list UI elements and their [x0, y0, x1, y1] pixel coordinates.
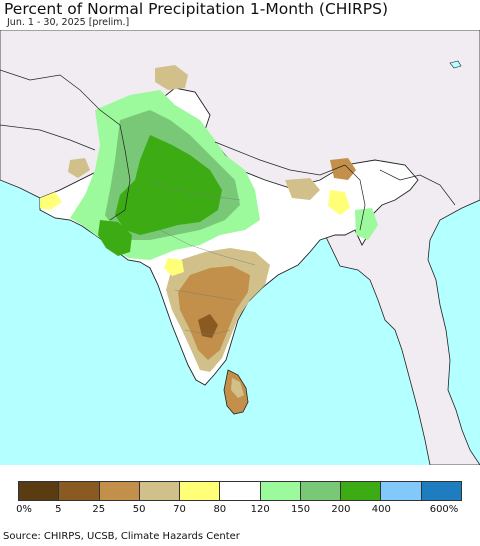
legend-ticks: 0% 5 25 50 70 80 120 150 200 400 600% [0, 504, 480, 518]
legend-tick-label: 400 [371, 504, 391, 515]
wet-area-gujarat [98, 220, 132, 256]
dry-area-deccan-severe [198, 314, 218, 338]
legend-tick-label: 120 [250, 504, 270, 515]
legend-bin [381, 482, 422, 500]
dry-area-kashmir [155, 65, 188, 90]
map-title: Percent of Normal Precipitation 1-Month … [4, 0, 388, 18]
legend-tick-label: 0% [16, 504, 32, 515]
sri-lanka-dry-patch [231, 378, 244, 398]
below-normal-patch-3 [40, 192, 62, 210]
legend-tick-label: 25 [92, 504, 106, 515]
dry-area-afghanistan [68, 158, 90, 178]
legend-bin [421, 482, 461, 500]
legend-tick-label: 150 [290, 504, 311, 515]
legend-colorbar [18, 481, 462, 501]
country-borders [0, 69, 456, 231]
legend-bin [300, 482, 342, 500]
legend-tick-label: 80 [213, 504, 227, 515]
small-lake [449, 60, 462, 69]
legend-tick-label: 50 [132, 504, 146, 515]
legend-bin [99, 482, 140, 500]
legend-tick-label: 600% [429, 504, 459, 515]
dry-area-nepal-bhutan [330, 158, 356, 180]
source-credit: Source: CHIRPS, UCSB, Climate Hazards Ce… [3, 531, 240, 542]
precipitation-map [0, 30, 480, 465]
legend-bin [341, 482, 382, 500]
wet-area-heavy [115, 135, 222, 235]
below-normal-patch-1 [164, 258, 184, 276]
map-subtitle: Jun. 1 - 30, 2025 [prelim.] [7, 17, 130, 28]
legend-bin [180, 482, 221, 500]
below-normal-patch-2 [328, 190, 350, 215]
legend-tick-label: 70 [173, 504, 186, 515]
legend-bin [260, 482, 301, 500]
legend-bin [139, 482, 181, 500]
state-borders [149, 179, 256, 336]
legend-bin [19, 482, 60, 500]
dry-area-deccan-core [178, 266, 250, 360]
legend-bin [220, 482, 261, 500]
legend-tick-label: 200 [331, 504, 351, 515]
dry-area-northeast [285, 178, 320, 200]
legend-bin [59, 482, 100, 500]
legend-tick-label: 5 [55, 504, 62, 515]
wet-area-bangladesh [355, 208, 378, 240]
